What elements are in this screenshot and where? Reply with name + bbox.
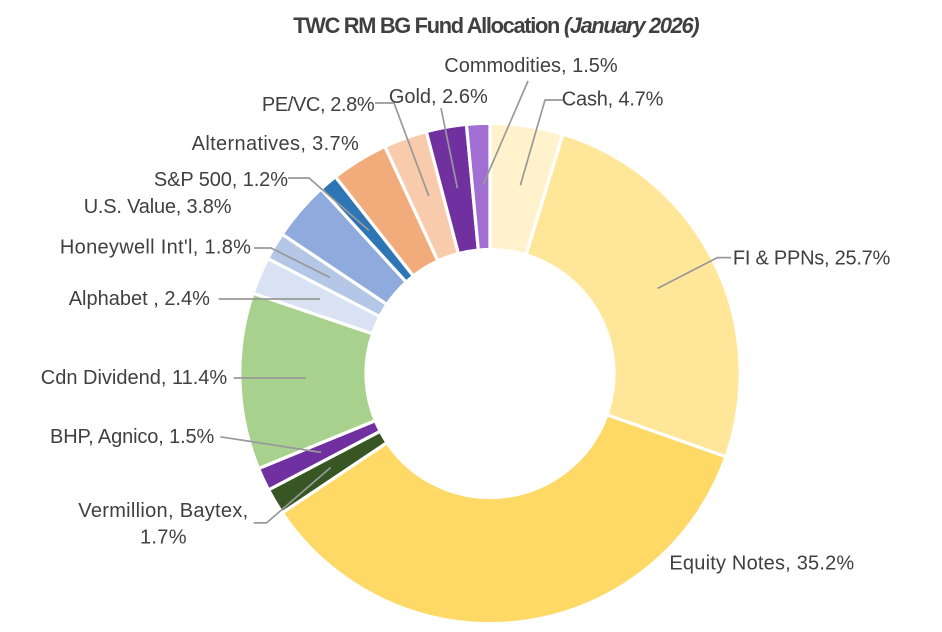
svg-text:Commodities, 1.5%: Commodities, 1.5% [444, 55, 618, 77]
svg-text:S&P 500, 1.2%: S&P 500, 1.2% [154, 169, 288, 191]
svg-text:Vermillion, Baytex,: Vermillion, Baytex, [78, 500, 248, 522]
svg-text:Alternatives, 3.7%: Alternatives, 3.7% [192, 133, 360, 155]
svg-text:1.7%: 1.7% [140, 526, 187, 548]
svg-text:TWC RM BG Fund Allocation (Jan: TWC RM BG Fund Allocation (January 2026) [293, 13, 699, 38]
svg-text:FI & PPNs, 25.7%: FI & PPNs, 25.7% [733, 247, 891, 269]
svg-text:Gold, 2.6%: Gold, 2.6% [389, 86, 488, 108]
svg-text:U.S. Value, 3.8%: U.S. Value, 3.8% [84, 196, 232, 218]
svg-text:PE/VC, 2.8%: PE/VC, 2.8% [262, 94, 375, 116]
svg-text:Alphabet , 2.4%: Alphabet , 2.4% [69, 288, 210, 310]
svg-text:Equity Notes, 35.2%: Equity Notes, 35.2% [669, 553, 854, 575]
svg-text:BHP, Agnico, 1.5%: BHP, Agnico, 1.5% [50, 426, 215, 448]
svg-text:Cdn Dividend, 11.4%: Cdn Dividend, 11.4% [41, 367, 228, 389]
svg-text:Cash, 4.7%: Cash, 4.7% [562, 88, 664, 110]
svg-text:Honeywell Int'l, 1.8%: Honeywell Int'l, 1.8% [60, 236, 251, 258]
